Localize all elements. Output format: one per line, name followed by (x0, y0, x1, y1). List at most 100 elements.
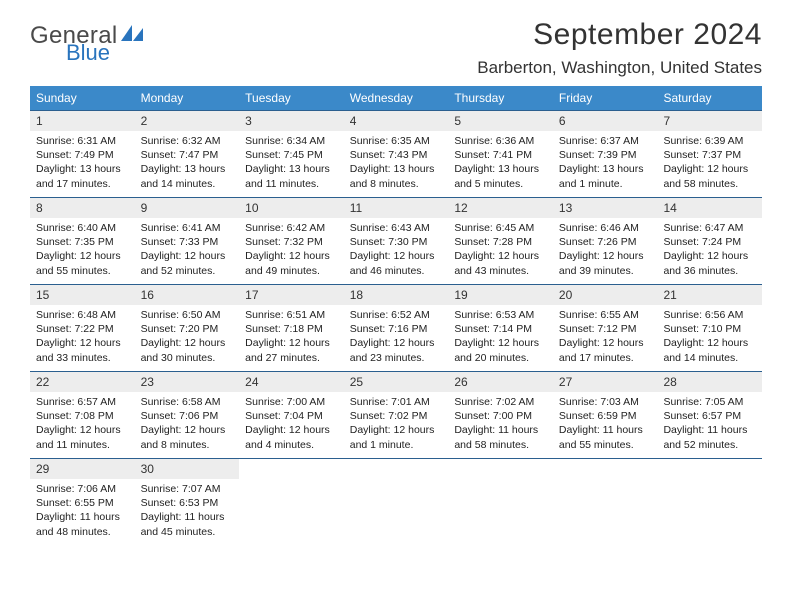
day-number: 22 (30, 372, 135, 392)
sunrise-text: Sunrise: 6:39 AM (663, 134, 756, 148)
sunset-text: Sunset: 6:53 PM (141, 496, 234, 510)
day-cell: 13 Sunrise: 6:46 AMSunset: 7:26 PMDayligh… (553, 198, 658, 284)
sunset-text: Sunset: 7:24 PM (663, 235, 756, 249)
daylight-text: Daylight: 12 hours and 39 minutes. (559, 249, 652, 277)
day-cell: 23Sunrise: 6:58 AMSunset: 7:06 PMDayligh… (135, 372, 240, 458)
day-cell: 10Sunrise: 6:42 AMSunset: 7:32 PMDayligh… (239, 198, 344, 284)
day-cell: 9Sunrise: 6:41 AMSunset: 7:33 PMDaylight… (135, 198, 240, 284)
sunrise-text: Sunrise: 7:06 AM (36, 482, 129, 496)
daylight-text: Daylight: 13 hours and 1 minute. (559, 162, 652, 190)
week-row: 22Sunrise: 6:57 AMSunset: 7:08 PMDayligh… (30, 371, 762, 458)
daylight-text: Daylight: 13 hours and 14 minutes. (141, 162, 234, 190)
day-cell: 17Sunrise: 6:51 AMSunset: 7:18 PMDayligh… (239, 285, 344, 371)
sunset-text: Sunset: 7:00 PM (454, 409, 547, 423)
day-number: 19 (448, 285, 553, 305)
day-number: 6 (553, 111, 658, 131)
day-body: Sunrise: 6:56 AMSunset: 7:10 PMDaylight:… (657, 305, 762, 369)
daylight-text: Daylight: 13 hours and 5 minutes. (454, 162, 547, 190)
sunrise-text: Sunrise: 6:56 AM (663, 308, 756, 322)
empty-day-cell (344, 459, 449, 545)
sunrise-text: Sunrise: 6:41 AM (141, 221, 234, 235)
week-row: 29Sunrise: 7:06 AMSunset: 6:55 PMDayligh… (30, 458, 762, 545)
weekday-header: Sunday (30, 86, 135, 110)
daylight-text: Daylight: 12 hours and 46 minutes. (350, 249, 443, 277)
sunset-text: Sunset: 7:02 PM (350, 409, 443, 423)
weekday-header-row: SundayMondayTuesdayWednesdayThursdayFrid… (30, 86, 762, 110)
day-body: Sunrise: 7:00 AMSunset: 7:04 PMDaylight:… (239, 392, 344, 456)
sunrise-text: Sunrise: 6:35 AM (350, 134, 443, 148)
day-cell: 18Sunrise: 6:52 AMSunset: 7:16 PMDayligh… (344, 285, 449, 371)
day-cell: 5Sunrise: 6:36 AMSunset: 7:41 PMDaylight… (448, 111, 553, 197)
day-cell: 29Sunrise: 7:06 AMSunset: 6:55 PMDayligh… (30, 459, 135, 545)
day-body: Sunrise: 6:35 AMSunset: 7:43 PMDaylight:… (344, 131, 449, 195)
day-body: Sunrise: 6:55 AMSunset: 7:12 PMDaylight:… (553, 305, 658, 369)
sunrise-text: Sunrise: 6:46 AM (559, 221, 652, 235)
day-body: Sunrise: 6:40 AMSunset: 7:35 PMDaylight:… (30, 218, 135, 282)
day-cell: 16Sunrise: 6:50 AMSunset: 7:20 PMDayligh… (135, 285, 240, 371)
sunrise-text: Sunrise: 6:34 AM (245, 134, 338, 148)
daylight-text: Daylight: 12 hours and 20 minutes. (454, 336, 547, 364)
sunset-text: Sunset: 7:39 PM (559, 148, 652, 162)
sunrise-text: Sunrise: 6:40 AM (36, 221, 129, 235)
weekday-header: Friday (553, 86, 658, 110)
sunrise-text: Sunrise: 6:55 AM (559, 308, 652, 322)
sunrise-text: Sunrise: 6:51 AM (245, 308, 338, 322)
day-body: Sunrise: 7:06 AMSunset: 6:55 PMDaylight:… (30, 479, 135, 543)
empty-day-cell (553, 459, 658, 545)
sunset-text: Sunset: 7:16 PM (350, 322, 443, 336)
day-number: 30 (135, 459, 240, 479)
daylight-text: Daylight: 13 hours and 11 minutes. (245, 162, 338, 190)
day-cell: 3Sunrise: 6:34 AMSunset: 7:45 PMDaylight… (239, 111, 344, 197)
day-cell: 19Sunrise: 6:53 AMSunset: 7:14 PMDayligh… (448, 285, 553, 371)
day-body: Sunrise: 6:58 AMSunset: 7:06 PMDaylight:… (135, 392, 240, 456)
day-cell: 26Sunrise: 7:02 AMSunset: 7:00 PMDayligh… (448, 372, 553, 458)
daylight-text: Daylight: 13 hours and 8 minutes. (350, 162, 443, 190)
daylight-text: Daylight: 12 hours and 43 minutes. (454, 249, 547, 277)
day-body: Sunrise: 6:32 AMSunset: 7:47 PMDaylight:… (135, 131, 240, 195)
day-number: 15 (30, 285, 135, 305)
day-number: 9 (135, 198, 240, 218)
day-number: 12 (448, 198, 553, 218)
day-number: 13 (553, 198, 658, 218)
sunset-text: Sunset: 7:32 PM (245, 235, 338, 249)
week-row: 15Sunrise: 6:48 AMSunset: 7:22 PMDayligh… (30, 284, 762, 371)
day-cell: 12Sunrise: 6:45 AMSunset: 7:28 PMDayligh… (448, 198, 553, 284)
day-number: 17 (239, 285, 344, 305)
daylight-text: Daylight: 12 hours and 23 minutes. (350, 336, 443, 364)
sunset-text: Sunset: 7:49 PM (36, 148, 129, 162)
day-body: Sunrise: 6:53 AMSunset: 7:14 PMDaylight:… (448, 305, 553, 369)
sunset-text: Sunset: 7:04 PM (245, 409, 338, 423)
sunset-text: Sunset: 7:14 PM (454, 322, 547, 336)
day-body: Sunrise: 7:03 AMSunset: 6:59 PMDaylight:… (553, 392, 658, 456)
sunrise-text: Sunrise: 6:48 AM (36, 308, 129, 322)
day-body: Sunrise: 7:02 AMSunset: 7:00 PMDaylight:… (448, 392, 553, 456)
sunrise-text: Sunrise: 7:03 AM (559, 395, 652, 409)
day-body: Sunrise: 7:01 AMSunset: 7:02 PMDaylight:… (344, 392, 449, 456)
daylight-text: Daylight: 12 hours and 11 minutes. (36, 423, 129, 451)
sunrise-text: Sunrise: 6:32 AM (141, 134, 234, 148)
day-cell: 6Sunrise: 6:37 AMSunset: 7:39 PMDaylight… (553, 111, 658, 197)
week-row: 1Sunrise: 6:31 AMSunset: 7:49 PMDaylight… (30, 110, 762, 197)
header: General Blue September 2024 Barberton, W… (30, 18, 762, 78)
sunrise-text: Sunrise: 6:31 AM (36, 134, 129, 148)
sunrise-text: Sunrise: 6:58 AM (141, 395, 234, 409)
day-cell: 15Sunrise: 6:48 AMSunset: 7:22 PMDayligh… (30, 285, 135, 371)
day-number: 18 (344, 285, 449, 305)
day-cell: 7Sunrise: 6:39 AMSunset: 7:37 PMDaylight… (657, 111, 762, 197)
sunrise-text: Sunrise: 6:45 AM (454, 221, 547, 235)
day-cell: 4Sunrise: 6:35 AMSunset: 7:43 PMDaylight… (344, 111, 449, 197)
day-number: 3 (239, 111, 344, 131)
day-body: Sunrise: 6:50 AMSunset: 7:20 PMDaylight:… (135, 305, 240, 369)
sunset-text: Sunset: 7:43 PM (350, 148, 443, 162)
month-title: September 2024 (477, 18, 762, 52)
daylight-text: Daylight: 11 hours and 52 minutes. (663, 423, 756, 451)
day-body: Sunrise: 6:41 AMSunset: 7:33 PMDaylight:… (135, 218, 240, 282)
daylight-text: Daylight: 12 hours and 33 minutes. (36, 336, 129, 364)
sunset-text: Sunset: 7:37 PM (663, 148, 756, 162)
sunrise-text: Sunrise: 6:53 AM (454, 308, 547, 322)
daylight-text: Daylight: 11 hours and 45 minutes. (141, 510, 234, 538)
weekday-header: Tuesday (239, 86, 344, 110)
sunset-text: Sunset: 7:26 PM (559, 235, 652, 249)
daylight-text: Daylight: 12 hours and 36 minutes. (663, 249, 756, 277)
day-cell: 27Sunrise: 7:03 AMSunset: 6:59 PMDayligh… (553, 372, 658, 458)
